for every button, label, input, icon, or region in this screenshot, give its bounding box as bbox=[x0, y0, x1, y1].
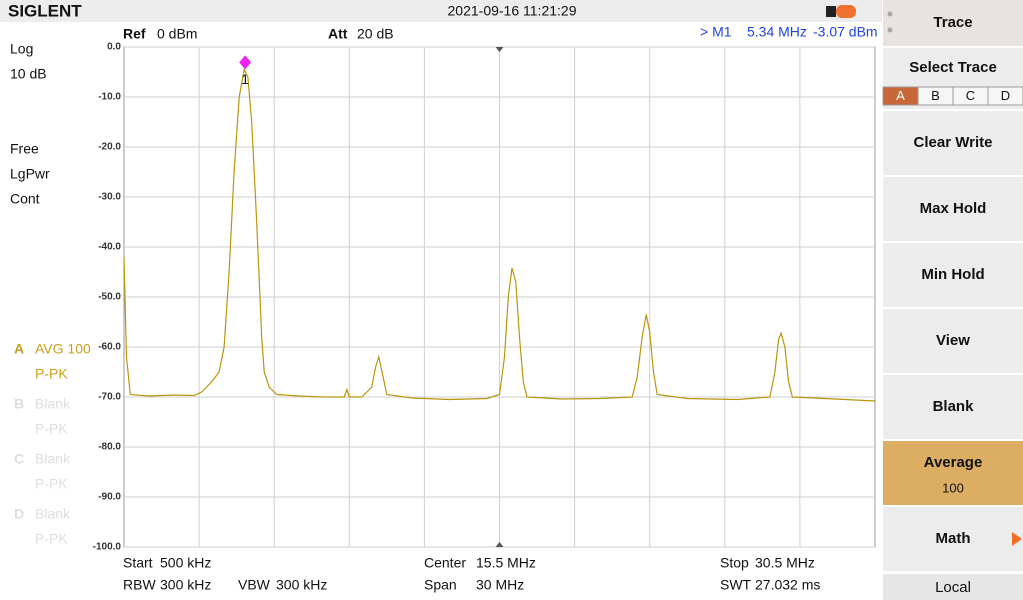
menu-title: Trace bbox=[933, 14, 972, 31]
trace-tab-label[interactable]: A bbox=[896, 88, 905, 103]
brand: SIGLENT bbox=[8, 1, 82, 20]
select-title: Select Trace bbox=[909, 59, 997, 76]
y-tick-label: -20.0 bbox=[98, 142, 121, 153]
menu-button-label[interactable]: Min Hold bbox=[921, 266, 984, 283]
menu-button[interactable]: Average 100 bbox=[883, 441, 1023, 505]
top-bar bbox=[0, 0, 882, 22]
trace-detector: P-PK bbox=[35, 366, 68, 382]
trace-line bbox=[123, 67, 876, 402]
menu-button-box[interactable] bbox=[883, 441, 1023, 505]
local-label[interactable]: Local bbox=[935, 579, 971, 596]
y-tick-label: -30.0 bbox=[98, 192, 121, 203]
menu-button-box[interactable] bbox=[883, 177, 1023, 241]
datetime: 2021-09-16 11:21:29 bbox=[448, 3, 577, 19]
menu-button-box[interactable] bbox=[883, 507, 1023, 571]
menu-button-value[interactable]: 100 bbox=[942, 480, 964, 495]
footer-value: 15.5 MHz bbox=[476, 555, 536, 571]
y-tick-label: 0.0 bbox=[107, 42, 121, 53]
footer: Start 500 kHz Center 15.5 MHz Stop 30.5 MHz RB… bbox=[123, 555, 820, 593]
plot: 0.0 -10.0 -20.0 -30.0 -40.0 -50.0 -60.0 -70.0 -8… bbox=[93, 42, 876, 553]
footer-value: 300 kHz bbox=[276, 577, 327, 593]
menu-button[interactable]: Blank bbox=[883, 375, 1023, 439]
marker-label: 1 bbox=[241, 71, 249, 87]
trace-mode: Blank bbox=[35, 396, 71, 412]
y-tick-label: -40.0 bbox=[98, 242, 121, 253]
trace-detector: P-PK bbox=[35, 421, 68, 437]
status-text: LgPwr bbox=[10, 166, 50, 182]
trace-letter: A bbox=[14, 341, 24, 357]
footer-label: Stop bbox=[720, 555, 749, 571]
status-text: Cont bbox=[10, 191, 40, 207]
center-marker bbox=[495, 47, 504, 52]
menu-button-label[interactable]: Clear Write bbox=[914, 134, 993, 151]
footer-value: 30.5 MHz bbox=[755, 555, 815, 571]
trace-tab-label[interactable]: D bbox=[1001, 88, 1010, 103]
y-tick-label: -100.0 bbox=[93, 542, 122, 553]
att-value: 20 dB bbox=[357, 26, 394, 42]
footer-label: SWT bbox=[720, 577, 752, 593]
menu-button[interactable]: Clear Write bbox=[883, 111, 1023, 175]
trace-detector: P-PK bbox=[35, 531, 68, 547]
trace-tab-label[interactable]: B bbox=[931, 88, 940, 103]
trace-tab[interactable] bbox=[987, 86, 1023, 106]
y-tick-label: -70.0 bbox=[98, 392, 121, 403]
y-tick-label: -80.0 bbox=[98, 442, 121, 453]
menu-button-label[interactable]: Average bbox=[924, 454, 983, 471]
trace-letter: D bbox=[14, 506, 24, 522]
footer-label: Span bbox=[424, 577, 457, 593]
trace-tab-label[interactable]: C bbox=[966, 88, 975, 103]
menu-dot bbox=[887, 27, 893, 33]
marker-freq: 5.34 MHz bbox=[747, 24, 807, 40]
menu: Trace Select Trace A B C D Clear Write Max Hold… bbox=[882, 0, 1023, 600]
y-tick-label: -90.0 bbox=[98, 492, 121, 503]
footer-label: RBW bbox=[123, 577, 156, 593]
menu-button-box[interactable] bbox=[883, 111, 1023, 175]
menu-title-box bbox=[883, 0, 1023, 46]
battery-icon bbox=[826, 6, 836, 17]
usb-icon bbox=[836, 5, 856, 18]
local-box[interactable] bbox=[883, 574, 1023, 600]
status-text: 10 dB bbox=[10, 66, 47, 82]
menu-button-label[interactable]: View bbox=[936, 332, 970, 349]
menu-button[interactable]: Max Hold bbox=[883, 177, 1023, 241]
menu-button[interactable]: Math bbox=[883, 507, 1023, 571]
footer-value: 27.032 ms bbox=[755, 577, 820, 593]
menu-button-label[interactable]: Blank bbox=[933, 398, 975, 415]
trace-mode: Blank bbox=[35, 506, 71, 522]
y-tick-label: -60.0 bbox=[98, 342, 121, 353]
trace-letter: C bbox=[14, 451, 24, 467]
menu-button-box[interactable] bbox=[883, 243, 1023, 307]
y-tick-label: -50.0 bbox=[98, 292, 121, 303]
trace-detector: P-PK bbox=[35, 476, 68, 492]
center-marker bbox=[495, 542, 504, 547]
trace-mode: AVG 100 bbox=[35, 341, 91, 357]
menu-button[interactable]: Min Hold bbox=[883, 243, 1023, 307]
left-panel: Log 10 dB Free LgPwr Cont A AVG 100 P-PK B Blank P… bbox=[10, 41, 91, 547]
trace-mode: Blank bbox=[35, 451, 71, 467]
footer-value: 30 MHz bbox=[476, 577, 524, 593]
menu-button-box[interactable] bbox=[883, 309, 1023, 373]
menu-button-box[interactable] bbox=[883, 375, 1023, 439]
footer-label: Start bbox=[123, 555, 153, 571]
status-text: Log bbox=[10, 41, 33, 57]
footer-value: 300 kHz bbox=[160, 577, 211, 593]
ref-value: 0 dBm bbox=[157, 26, 197, 42]
menu-button[interactable]: View bbox=[883, 309, 1023, 373]
marker-name: > M1 bbox=[700, 24, 732, 40]
menu-button-label[interactable]: Math bbox=[936, 530, 971, 547]
trace-letter: B bbox=[14, 396, 24, 412]
footer-value: 500 kHz bbox=[160, 555, 211, 571]
marker-level: -3.07 dBm bbox=[813, 24, 878, 40]
status-text: Free bbox=[10, 141, 39, 157]
att-label: Att bbox=[328, 26, 348, 42]
ref-label: Ref bbox=[123, 26, 146, 42]
y-tick-label: -10.0 bbox=[98, 92, 121, 103]
marker-point bbox=[239, 55, 252, 70]
menu-button-label[interactable]: Max Hold bbox=[920, 200, 987, 217]
footer-label: VBW bbox=[238, 577, 271, 593]
footer-label: Center bbox=[424, 555, 466, 571]
menu-dot bbox=[887, 11, 893, 17]
submenu-arrow[interactable] bbox=[1012, 532, 1022, 546]
